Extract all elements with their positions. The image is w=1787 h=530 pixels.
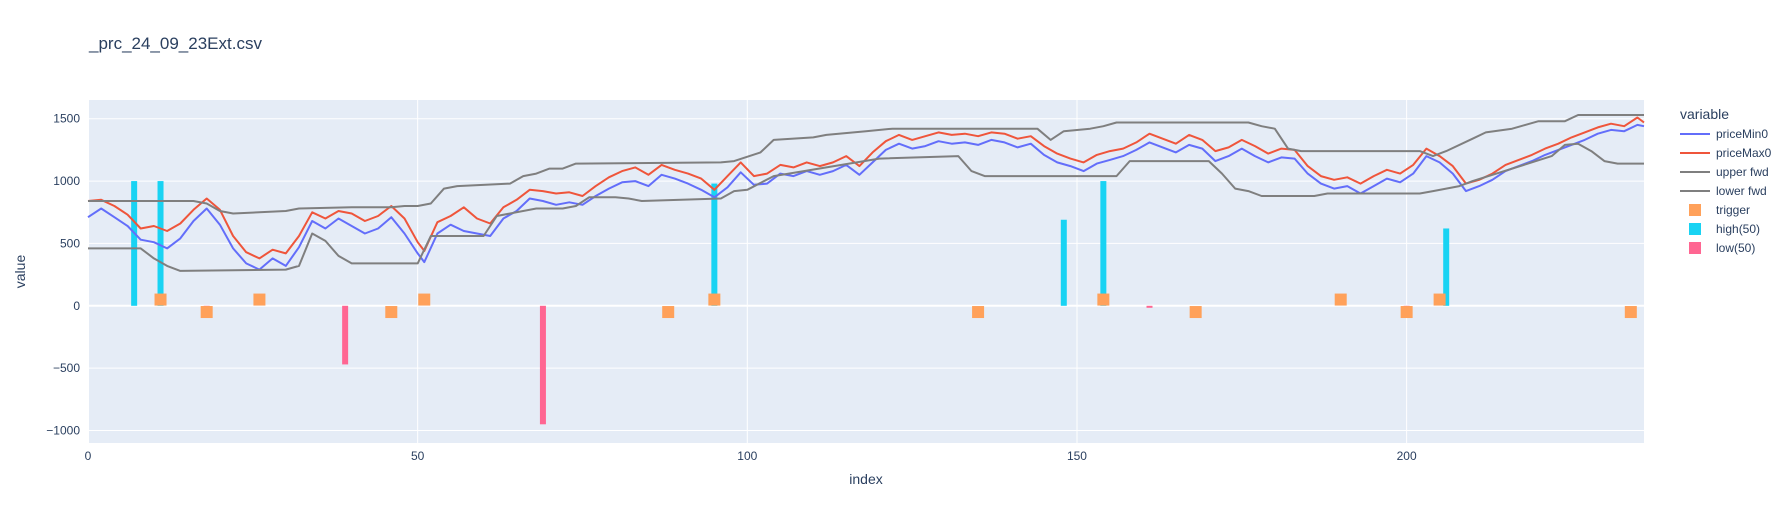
series-line-lower-fwd	[88, 142, 1644, 272]
marker-trigger	[154, 293, 167, 306]
x-tick-label: 0	[85, 449, 92, 463]
legend-swatch	[1689, 223, 1701, 235]
marker-trigger	[253, 293, 266, 306]
legend-label: priceMax0	[1716, 146, 1772, 160]
x-tick-label: 150	[1067, 449, 1087, 463]
legend-swatch	[1689, 242, 1701, 254]
legend[interactable]: priceMin0 priceMax0 upper fwd lower fwd trig…	[1680, 127, 1772, 255]
bar-high-50	[1443, 228, 1450, 306]
legend-item-lower-fwd[interactable]: lower fwd	[1680, 184, 1767, 198]
marker-trigger	[1189, 306, 1202, 319]
series-line-pricemax0	[87, 116, 1645, 260]
marker-trigger	[1433, 293, 1446, 306]
marker-trigger	[1097, 293, 1110, 306]
legend-label: priceMin0	[1716, 127, 1768, 141]
marker-trigger	[708, 293, 721, 306]
bar-low-50	[539, 305, 546, 425]
chart-title: _prc_24_09_23Ext.csv	[88, 34, 262, 53]
bar-high-50	[157, 181, 164, 306]
legend-item-trigger[interactable]: trigger	[1689, 203, 1750, 217]
plot-area	[88, 100, 1644, 443]
y-tick-label: −1000	[46, 424, 80, 438]
y-axis-title: value	[12, 255, 28, 289]
bar-low-50	[342, 305, 349, 365]
y-tick-label: 0	[73, 299, 80, 313]
axis-ticks: −1000 −500 0 500 1000 1500 0 50 100 150 200	[46, 112, 1417, 463]
y-tick-label: 1500	[53, 112, 80, 126]
bar-high-50	[131, 181, 138, 306]
series-line-pricemin0	[87, 123, 1645, 271]
bar-high-50	[1100, 181, 1107, 306]
x-tick-label: 200	[1397, 449, 1417, 463]
legend-label: low(50)	[1716, 241, 1755, 255]
bar-high-50	[1060, 219, 1067, 306]
marker-trigger	[972, 306, 985, 319]
marker-trigger	[385, 306, 398, 319]
line-marks	[87, 114, 1645, 272]
y-tick-label: −500	[53, 361, 80, 375]
x-tick-label: 50	[411, 449, 425, 463]
marker-trigger	[1400, 306, 1413, 319]
marker-trigger	[1334, 293, 1347, 306]
legend-item-low-50[interactable]: low(50)	[1689, 241, 1755, 255]
marker-trigger	[662, 306, 675, 319]
legend-label: upper fwd	[1716, 165, 1769, 179]
legend-swatch	[1689, 204, 1701, 216]
x-tick-label: 100	[737, 449, 757, 463]
marker-trigger	[418, 293, 431, 306]
legend-item-high-50[interactable]: high(50)	[1689, 222, 1760, 236]
legend-label: lower fwd	[1716, 184, 1767, 198]
bar-marks	[131, 181, 1450, 425]
series-line-upper-fwd	[88, 114, 1644, 215]
marker-marks	[154, 293, 1637, 319]
legend-item-upper-fwd[interactable]: upper fwd	[1680, 165, 1769, 179]
legend-label: high(50)	[1716, 222, 1760, 236]
legend-item-pricemax0[interactable]: priceMax0	[1680, 146, 1772, 160]
legend-item-pricemin0[interactable]: priceMin0	[1680, 127, 1768, 141]
marker-trigger	[200, 306, 213, 319]
bar-high-50	[711, 183, 718, 306]
bar-low-50	[1146, 305, 1153, 308]
gridlines	[87, 100, 1644, 443]
y-tick-label: 500	[60, 236, 80, 250]
y-tick-label: 1000	[53, 174, 80, 188]
x-axis-title: index	[849, 471, 882, 487]
marker-trigger	[1624, 306, 1637, 319]
legend-title: variable	[1680, 106, 1729, 122]
legend-label: trigger	[1716, 203, 1750, 217]
